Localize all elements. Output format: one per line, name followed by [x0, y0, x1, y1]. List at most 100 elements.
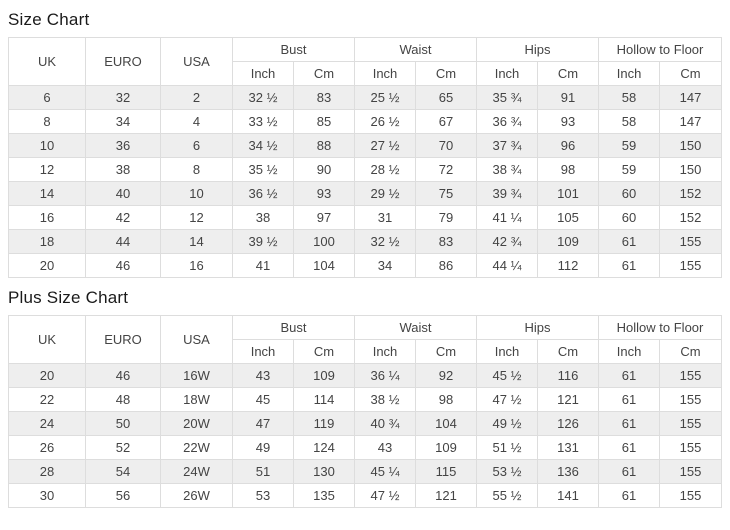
cell: 112 [537, 253, 600, 278]
cell: 24 [8, 411, 86, 436]
cell: 16 [8, 205, 86, 230]
cell: 35 ½ [232, 157, 294, 182]
cell: 26 [8, 435, 86, 460]
header-row: UK EURO USA Bust Waist Hips Hollow to Floor [8, 37, 722, 86]
unit-header-waist-inch: Inch [354, 339, 417, 364]
cell: 70 [415, 133, 478, 158]
column-header-euro: EURO [85, 315, 161, 364]
cell: 49 [232, 435, 294, 460]
table-row: 14 40 10 36 ½ 93 29 ½ 75 39 ¾ 101 60 152 [8, 181, 722, 206]
cell: 96 [537, 133, 600, 158]
cell: 104 [292, 253, 356, 278]
cell: 152 [659, 205, 722, 230]
cell: 43 [354, 435, 417, 460]
cell: 85 [292, 109, 356, 134]
cell: 97 [292, 205, 356, 230]
cell: 41 [232, 253, 294, 278]
column-group-header-waist: Waist [354, 37, 478, 62]
cell: 51 [232, 459, 294, 484]
cell: 6 [160, 133, 233, 158]
size-chart-page: Size Chart UK EURO USA Bust Waist Hips Hollow … [8, 10, 722, 508]
cell: 155 [659, 483, 722, 508]
table-row: 12 38 8 35 ½ 90 28 ½ 72 38 ¾ 98 59 150 [8, 157, 722, 182]
cell: 50 [85, 411, 161, 436]
cell: 35 ¾ [476, 85, 539, 110]
cell: 116 [537, 363, 600, 388]
cell: 83 [292, 85, 356, 110]
cell: 22W [160, 435, 233, 460]
cell: 58 [598, 85, 661, 110]
cell: 44 ¼ [476, 253, 539, 278]
cell: 16W [160, 363, 233, 388]
cell: 38 ½ [354, 387, 417, 412]
cell: 16 [160, 253, 233, 278]
cell: 36 ¼ [354, 363, 417, 388]
column-group-header-bust: Bust [231, 315, 356, 340]
cell: 147 [659, 109, 722, 134]
cell: 53 [232, 483, 294, 508]
cell: 2 [160, 85, 233, 110]
cell: 155 [659, 229, 722, 254]
cell: 36 ¾ [476, 109, 539, 134]
column-group-header-bust: Bust [231, 37, 356, 62]
cell: 47 [232, 411, 294, 436]
cell: 130 [292, 459, 356, 484]
cell: 38 [85, 157, 161, 182]
cell: 147 [659, 85, 722, 110]
cell: 119 [292, 411, 356, 436]
unit-header-hollow-to-floor-cm: Cm [659, 339, 722, 364]
cell: 135 [292, 483, 356, 508]
cell: 91 [537, 85, 600, 110]
cell: 40 [85, 181, 161, 206]
cell: 14 [160, 229, 233, 254]
cell: 43 [232, 363, 294, 388]
cell: 20 [8, 363, 86, 388]
cell: 20W [160, 411, 233, 436]
cell: 8 [8, 109, 86, 134]
column-header-euro: EURO [85, 37, 161, 86]
cell: 60 [598, 181, 661, 206]
unit-header-row: Inch Cm Inch Cm Inch Cm Inch Cm [9, 61, 722, 86]
cell: 83 [415, 229, 478, 254]
cell: 58 [598, 109, 661, 134]
unit-header-hollow-to-floor-cm: Cm [659, 61, 722, 86]
cell: 52 [85, 435, 161, 460]
table-row: 26 52 22W 49 124 43 109 51 ½ 131 61 155 [8, 435, 722, 460]
plus-size-chart-title: Plus Size Chart [8, 288, 129, 307]
cell: 61 [598, 483, 661, 508]
cell: 44 [85, 229, 161, 254]
table-row: 28 54 24W 51 130 45 ¼ 115 53 ½ 136 61 155 [8, 459, 722, 484]
cell: 27 ½ [354, 133, 417, 158]
unit-header-waist-cm: Cm [415, 339, 478, 364]
unit-header-bust-cm: Cm [292, 61, 356, 86]
cell: 34 ½ [232, 133, 294, 158]
column-header-uk: UK [8, 37, 86, 86]
cell: 32 ½ [232, 85, 294, 110]
cell: 42 [85, 205, 161, 230]
cell: 18W [160, 387, 233, 412]
cell: 92 [415, 363, 478, 388]
size-chart-title: Size Chart [8, 10, 90, 29]
cell: 25 ½ [354, 85, 417, 110]
cell: 75 [415, 181, 478, 206]
cell: 45 ½ [476, 363, 539, 388]
cell: 155 [659, 387, 722, 412]
cell: 26W [160, 483, 233, 508]
cell: 28 [8, 459, 86, 484]
cell: 39 ¾ [476, 181, 539, 206]
cell: 155 [659, 253, 722, 278]
cell: 14 [8, 181, 86, 206]
cell: 155 [659, 459, 722, 484]
table-row: 18 44 14 39 ½ 100 32 ½ 83 42 ¾ 109 61 155 [8, 229, 722, 254]
cell: 61 [598, 229, 661, 254]
cell: 131 [537, 435, 600, 460]
unit-header-hips-cm: Cm [537, 339, 600, 364]
table-row: 24 50 20W 47 119 40 ¾ 104 49 ½ 126 61 155 [8, 411, 722, 436]
cell: 26 ½ [354, 109, 417, 134]
table-row: 16 42 12 38 97 31 79 41 ¼ 105 60 152 [8, 205, 722, 230]
cell: 10 [160, 181, 233, 206]
cell: 22 [8, 387, 86, 412]
cell: 54 [85, 459, 161, 484]
cell: 51 ½ [476, 435, 539, 460]
cell: 45 ¼ [354, 459, 417, 484]
